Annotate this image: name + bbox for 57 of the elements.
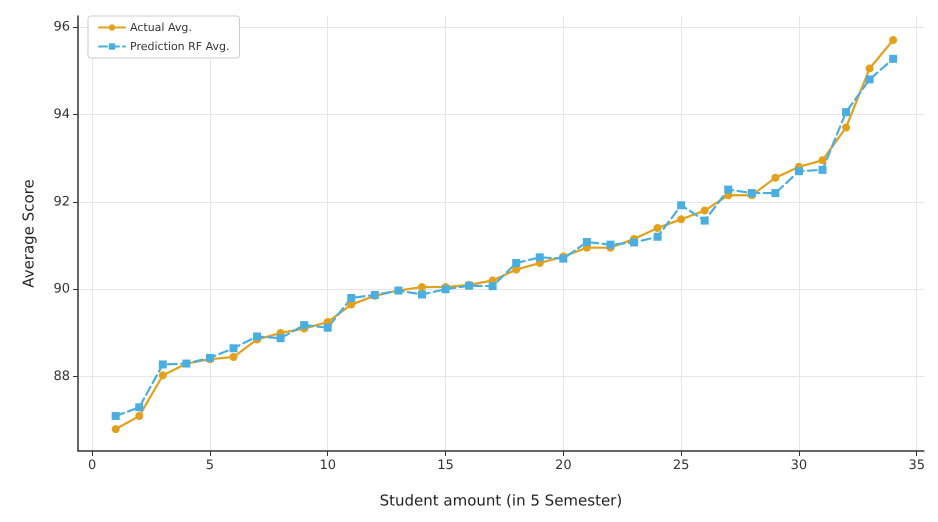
point xyxy=(866,64,874,72)
point xyxy=(654,232,662,241)
x-tick-label: 15 xyxy=(437,458,454,473)
point xyxy=(818,166,826,174)
point xyxy=(536,253,544,262)
x-axis-title: Student amount (in 5 Semester) xyxy=(380,492,622,510)
point xyxy=(158,371,167,380)
point xyxy=(700,216,709,225)
x-tick-label: 0 xyxy=(88,458,96,473)
y-tick-label: 96 xyxy=(53,19,70,34)
point xyxy=(135,403,144,412)
x-tick-label: 20 xyxy=(555,458,572,473)
point xyxy=(582,238,591,246)
point xyxy=(347,294,356,302)
point xyxy=(112,412,120,420)
y-tick-label: 88 xyxy=(53,369,70,384)
point xyxy=(889,54,898,63)
point xyxy=(512,259,520,268)
point xyxy=(866,75,874,84)
y-axis-title: Average Score xyxy=(20,179,38,288)
point xyxy=(724,186,732,194)
point xyxy=(842,123,850,132)
point xyxy=(418,283,426,292)
point xyxy=(253,332,262,340)
point xyxy=(135,412,144,420)
x-tick-label: 30 xyxy=(790,458,808,473)
point xyxy=(677,201,686,210)
point xyxy=(794,167,803,176)
y-tick-label: 92 xyxy=(53,194,70,210)
point xyxy=(158,360,167,368)
point xyxy=(488,282,497,290)
point xyxy=(889,36,898,44)
legend-label: Prediction RF Avg. xyxy=(130,40,230,53)
point xyxy=(559,254,568,263)
legend-label: Actual Avg. xyxy=(130,21,192,34)
point xyxy=(229,344,238,352)
point xyxy=(771,189,780,198)
point xyxy=(630,238,638,246)
y-tick-label: 90 xyxy=(53,282,70,297)
point xyxy=(818,156,826,164)
point xyxy=(700,206,709,215)
point xyxy=(276,334,285,342)
x-tick-label: 25 xyxy=(672,458,690,473)
y-tick-label: 94 xyxy=(53,106,70,122)
point xyxy=(606,240,614,249)
point xyxy=(324,324,332,332)
x-tick-label: 10 xyxy=(319,458,336,473)
point xyxy=(230,353,238,362)
point xyxy=(654,224,662,232)
point xyxy=(677,215,686,224)
x-tick-label: 35 xyxy=(908,458,925,473)
x-tick-label: 5 xyxy=(206,458,214,473)
point xyxy=(418,290,426,298)
point xyxy=(112,425,120,434)
point xyxy=(300,321,308,330)
point xyxy=(771,174,780,182)
point xyxy=(842,108,850,116)
